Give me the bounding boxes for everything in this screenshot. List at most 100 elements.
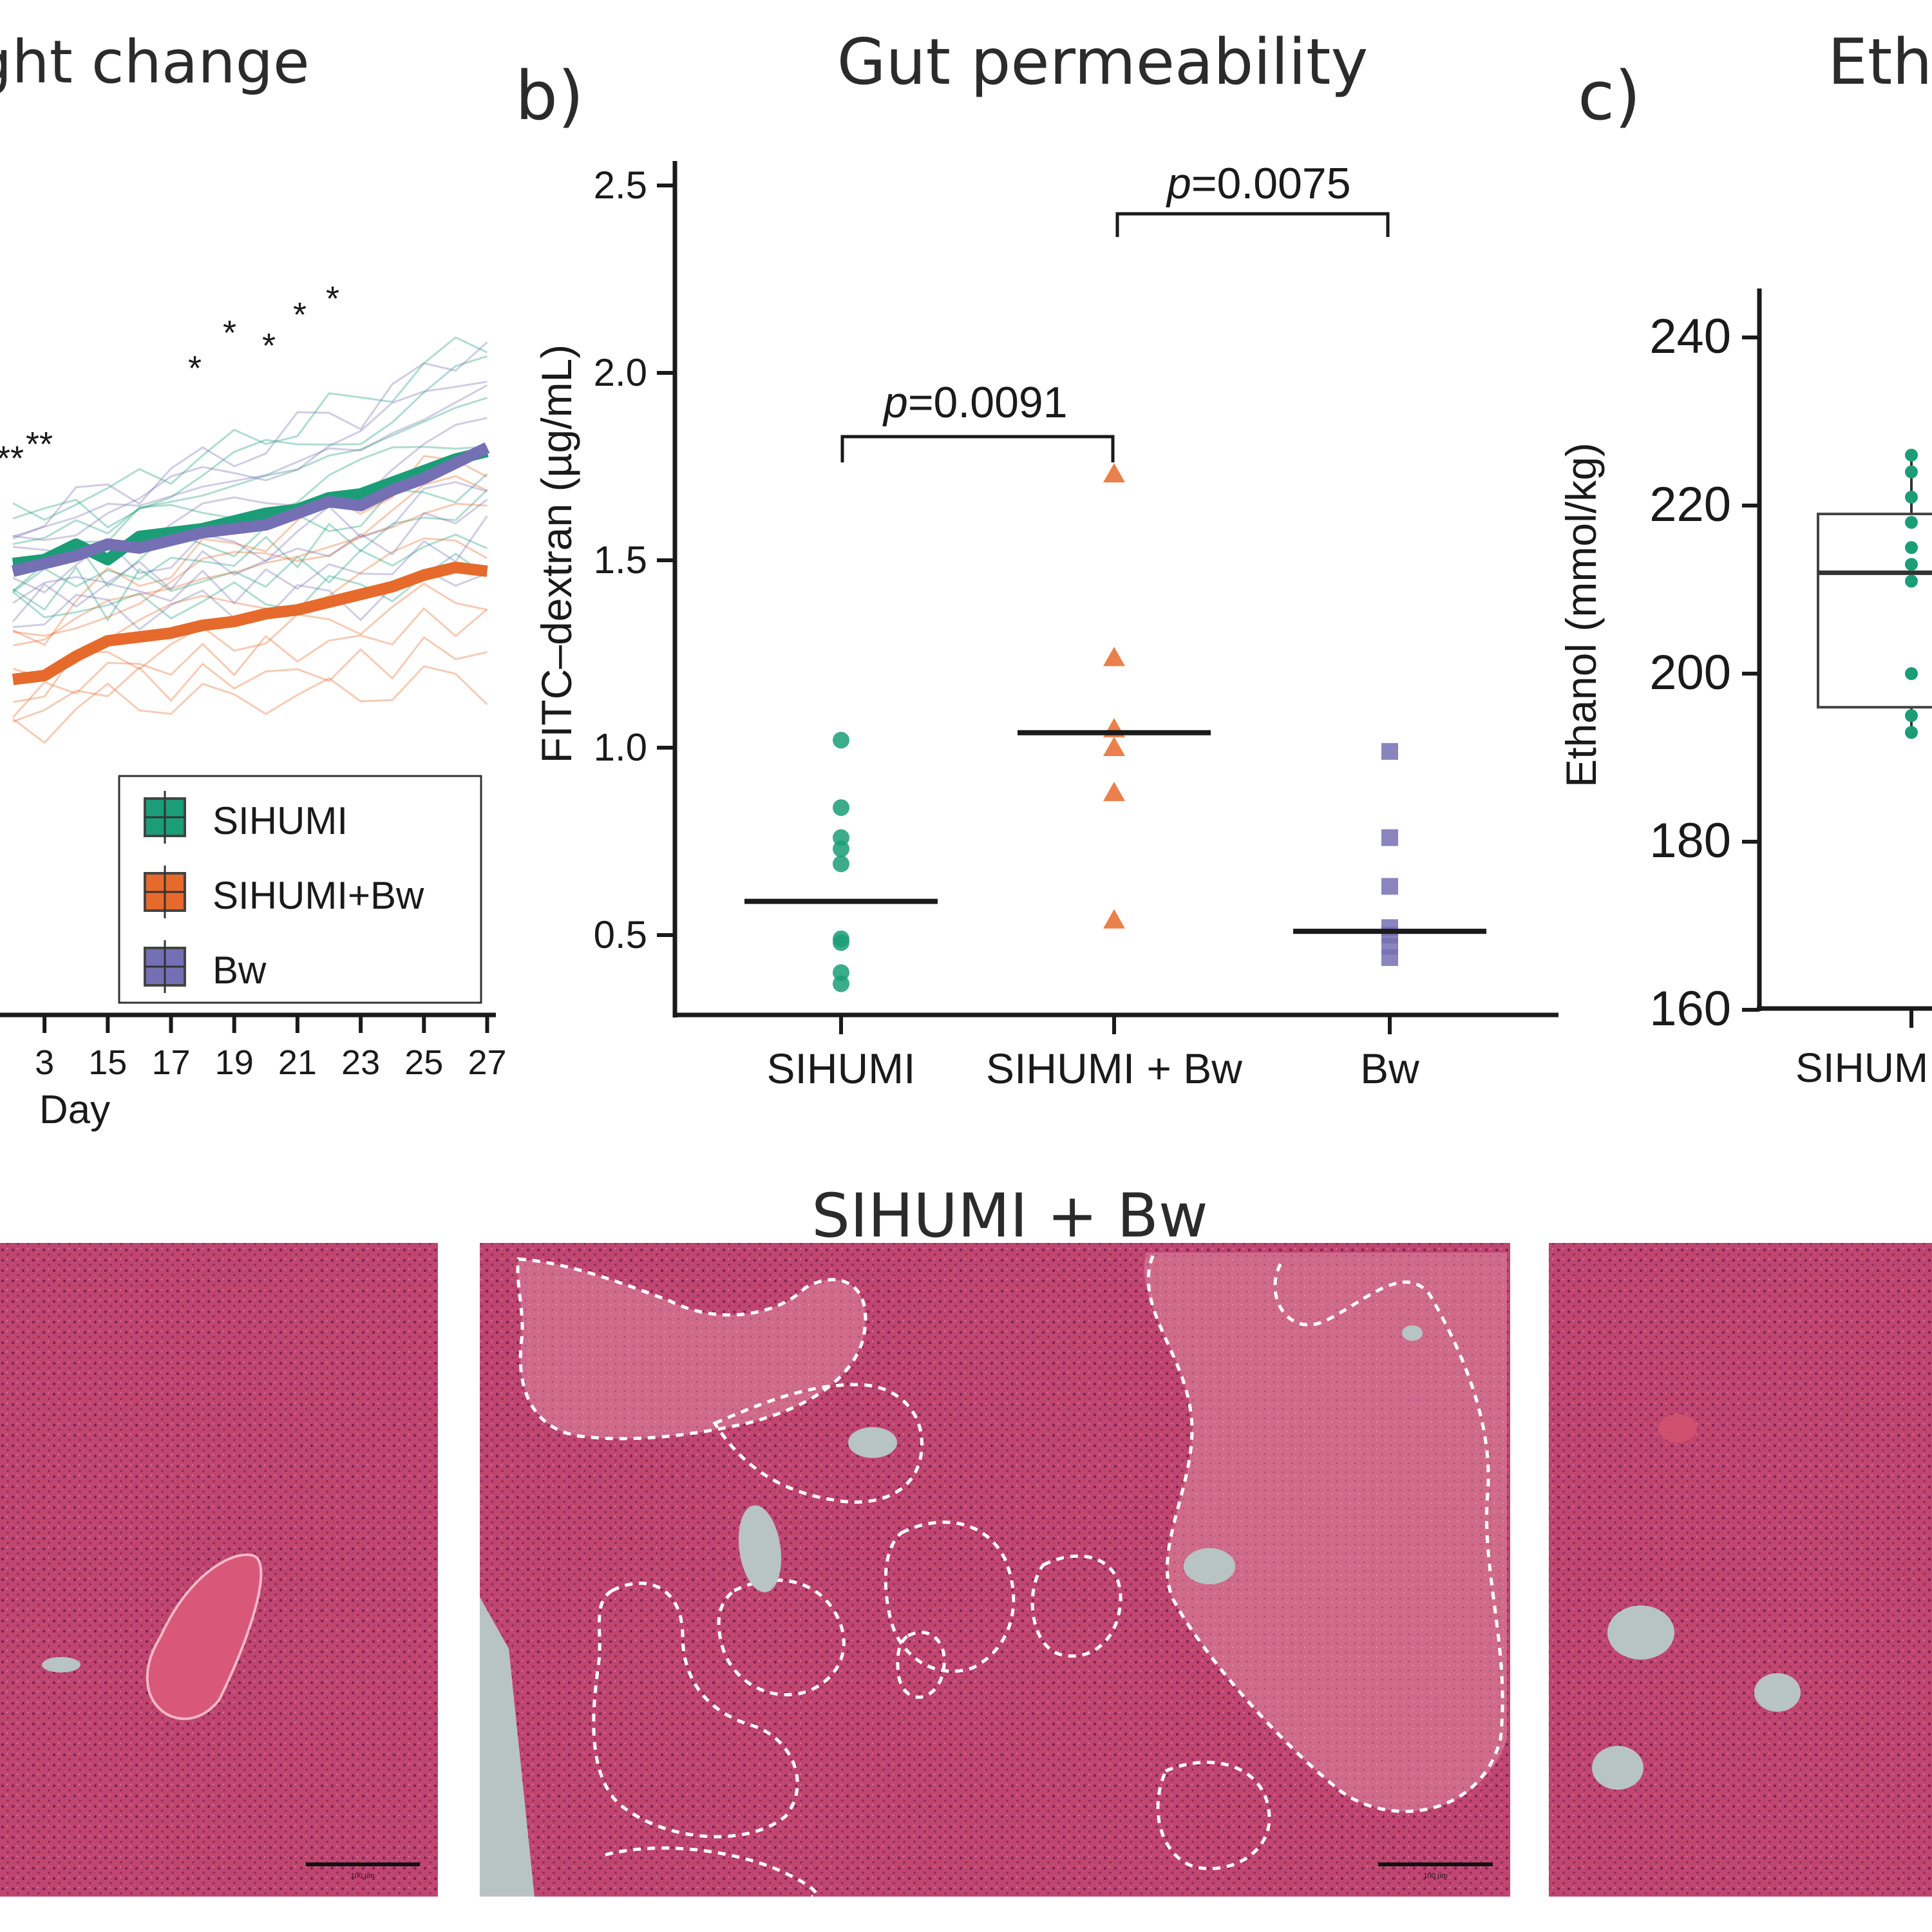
pvalue-1: p=0.0091 [882,378,1068,427]
c-point-3 [1905,516,1918,529]
mean-line-bw [11,442,490,577]
vessel-right-2 [1754,1673,1801,1712]
panel-b-title: Gut permeability [837,26,1368,99]
legend-label-sihumi: SIHUMI [213,799,348,842]
panel-c-title: Etha [1828,26,1932,99]
pvalue-2: p=0.0075 [1166,159,1351,208]
b-point-1-4 [1103,781,1125,801]
individual-line-bw-7 [12,341,488,540]
b-point-1-0 [1103,463,1125,483]
tissue-edge-left [480,1597,535,1897]
individual-line-sihumi-bw-5 [12,502,488,647]
histology-image-center: 100 µm [480,1243,1510,1899]
individual-line-sihumi-1 [12,533,488,622]
sig-star-4: * [293,296,307,334]
vessel-center-3 [1184,1548,1235,1584]
c-y-tick-label-220: 220 [1649,477,1731,532]
panel-a-mean-lines [11,442,490,685]
scale-text-left: 100 µm [351,1872,375,1880]
panel-a-legend: SIHUMI SIHUMI+Bw Bw [118,775,482,1004]
individual-line-sihumi-3 [12,473,488,592]
c-point-4 [1905,541,1918,554]
individual-line-bw-2 [12,498,488,604]
a-x-tick-label-27: 27 [468,1043,506,1082]
individual-line-sihumi-0 [12,552,488,620]
b-x-tick-label-1: SIHUMI + Bw [986,1045,1242,1092]
sig-stars-low-2: ** [26,425,53,464]
b-point-1-5 [1103,909,1125,929]
panel-b-letter: b) [515,57,584,135]
b-point-0-4 [833,855,849,873]
histology-image-right [1549,1243,1932,1897]
a-x-tick-label-21: 21 [278,1043,317,1082]
vessel-center-2 [848,1427,897,1458]
individual-line-sihumi-bw-1 [12,636,488,723]
vessel-right-3 [1592,1746,1643,1790]
a-x-tick-label-23: 23 [341,1043,380,1082]
individual-line-sihumi-bw-2 [12,607,488,719]
legend-key-sihumi [144,791,186,844]
b-point-2-6 [1381,949,1398,966]
sig-star-5: * [326,279,339,318]
vessel-right-1 [1607,1605,1674,1660]
individual-line-sihumi-bw-6 [12,475,488,637]
panel-c-y-ticks: 240 220 200 180 160 [1649,309,1759,1036]
central-vein-left [146,1553,263,1720]
panel-c-letter: c) [1578,57,1641,135]
a-x-tick-label-15: 15 [88,1043,127,1082]
b-point-1-1 [1103,647,1125,667]
individual-line-sihumi-5 [12,397,488,545]
panel-a-title: ght change [0,28,310,97]
a-x-tick-label-3: 3 [35,1043,54,1082]
b-point-2-2 [1381,878,1398,895]
c-y-tick-label-160: 160 [1649,981,1731,1036]
small-vessel-left [42,1657,80,1672]
b-y-tick-label-2.5: 2.5 [594,164,647,207]
panel-b-medians [744,730,1486,934]
b-x-tick-label-2: Bw [1360,1045,1419,1092]
bracket-sihumi-vs-sihumi-bw [840,435,1115,462]
panel-a-xlabel: Day [39,1088,110,1132]
b-y-tick-label-2.0: 2.0 [594,351,647,394]
vessel-right-4 [1658,1414,1697,1443]
mean-line-sihumi-bw [12,562,488,685]
b-point-0-8 [833,975,849,992]
panel-b-x-ticks: SIHUMI SIHUMI + Bw Bw [767,1015,1419,1092]
necrotic-zone-right [1144,1253,1507,1812]
b-point-0-3 [833,840,849,858]
vessel-center-4 [1402,1325,1423,1341]
b-y-tick-label-1.5: 1.5 [594,538,647,582]
histology-row: SIHUMI + Bw 100 µm [0,1181,1932,1899]
c-point-2 [1905,490,1918,504]
c-point-5 [1905,558,1918,571]
legend-key-sihumi-bw [144,866,186,918]
panel-c-x-tick-label: SIHUM [1795,1045,1928,1091]
legend-label-sihumi-bw: SIHUMI+Bw [213,874,424,917]
individual-line-bw-6 [12,381,488,542]
c-y-tick-label-200: 200 [1649,645,1731,700]
histology-image-left: 100 µm [0,1243,438,1897]
individual-line-bw-5 [12,384,488,538]
b-point-2-1 [1381,829,1398,846]
a-x-tick-label-19: 19 [215,1043,254,1082]
b-point-0-0 [833,732,849,749]
panel-b-points [833,463,1398,992]
c-point-9 [1905,726,1918,739]
panel-b: b) Gut permeability FITC–dextran (µg/mL)… [515,26,1558,1092]
panel-a-x-ticks: 3 15 17 19 21 23 25 27 [35,1015,507,1082]
a-x-tick-label-25: 25 [404,1043,443,1082]
vessel-center-1 [738,1505,782,1593]
scale-text-center: 100 µm [1424,1872,1448,1880]
individual-line-bw-1 [12,515,488,623]
b-y-tick-label-0.5: 0.5 [594,913,647,956]
legend-label-bw: Bw [213,949,267,992]
c-point-0 [1905,448,1918,462]
b-y-tick-label-1.0: 1.0 [594,726,647,769]
panel-b-ylabel: FITC–dextran (µg/mL) [533,345,580,764]
b-point-0-1 [833,799,849,817]
panel-a: ght change ** ** * * * * * 3 15 17 19 21 23 25… [0,28,507,1132]
individual-line-sihumi-6 [12,355,488,529]
individual-line-sihumi-bw-0 [12,665,488,744]
individual-line-sihumi-7 [12,336,488,521]
panel-c: c) Etha Ethanol (mmol/kg) 240 220 200 180 16… [1557,26,1932,1091]
